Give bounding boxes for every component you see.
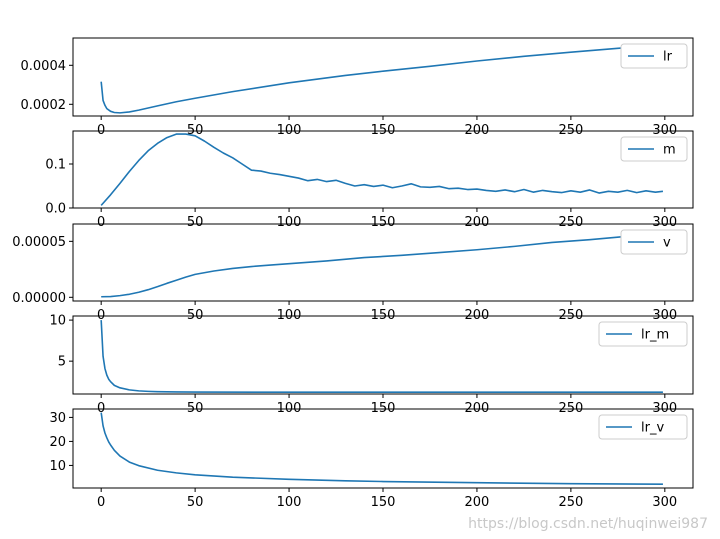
axes-frame <box>72 130 694 209</box>
x-tick-label: 250 <box>558 495 583 510</box>
legend: m <box>620 136 688 162</box>
x-tick-label: 250 <box>558 215 583 230</box>
y-tick-label: 0.00000 <box>12 291 66 306</box>
legend-label: v <box>663 236 671 251</box>
series-line-lr_m <box>100 320 663 393</box>
series-line-v <box>101 232 664 298</box>
series-line-lr <box>100 44 664 114</box>
legend-label: lr_v <box>641 421 664 436</box>
series-line-m <box>100 133 664 206</box>
x-tick-label: 200 <box>465 495 490 510</box>
x-tick-label: 100 <box>277 495 302 510</box>
x-tick-label: 150 <box>371 215 396 230</box>
legend: lr_v <box>598 414 688 440</box>
x-tick-label: 150 <box>371 495 396 510</box>
x-tick-label: 50 <box>187 495 204 510</box>
legend-label: lr <box>663 50 673 65</box>
y-tick-label: 20 <box>49 435 66 450</box>
axes-frame <box>72 223 694 302</box>
x-tick-label: 100 <box>277 215 302 230</box>
x-tick-label: 300 <box>652 495 677 510</box>
y-tick-label: 30 <box>49 411 66 426</box>
legend-box <box>598 321 688 347</box>
x-tick-label: 0 <box>97 495 105 510</box>
x-tick-label: 300 <box>652 215 677 230</box>
y-tick-label: 0.0004 <box>21 59 67 74</box>
y-tick-label: 0.0 <box>45 202 66 217</box>
y-tick-label: 10 <box>49 459 66 474</box>
y-tick-label: 5 <box>58 355 66 370</box>
x-tick-label: 50 <box>187 215 204 230</box>
legend: lr_m <box>598 321 688 347</box>
legend-label: lr_m <box>641 328 669 343</box>
x-tick-label: 0 <box>97 215 105 230</box>
subplot-2: 0 50 100 150 200 250 300 0.0 0.1 m <box>45 130 694 230</box>
legend-label: m <box>663 143 676 158</box>
y-tick-label: 0.0002 <box>21 98 67 113</box>
watermark-text: https://blog.csdn.net/huqinwei987 <box>468 516 708 532</box>
y-tick-label: 0.1 <box>45 158 66 173</box>
y-tick-label: 10 <box>49 314 66 329</box>
x-tick-label: 200 <box>465 215 490 230</box>
legend-box <box>598 414 688 440</box>
legend: v <box>620 229 688 255</box>
y-tick-label: 0.00005 <box>12 235 66 250</box>
subplot-5: 0 50 100 150 200 250 300 10 20 30 lr_v <box>49 408 694 510</box>
series-line-lr_v <box>100 412 663 485</box>
legend: lr <box>620 43 688 69</box>
